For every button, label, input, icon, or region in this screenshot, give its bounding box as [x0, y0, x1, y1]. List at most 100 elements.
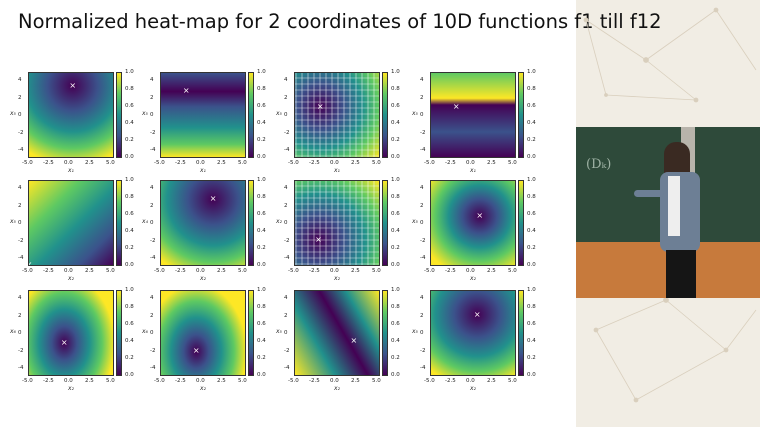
- colorbar-tick: 0.6: [527, 211, 536, 217]
- colorbar-tick: 1.0: [391, 177, 400, 183]
- x-tick: -5.0: [154, 378, 165, 384]
- y-axis-label: x₅: [10, 110, 16, 117]
- x-axis-label: x₂: [200, 385, 206, 392]
- colorbar-tick: 0.8: [125, 86, 134, 92]
- board-writing: (Dₖ): [586, 157, 612, 172]
- colorbar: [116, 290, 122, 376]
- minimum-marker: ×: [476, 211, 484, 221]
- x-axis-label: x₂: [200, 275, 206, 282]
- y-tick: 0: [150, 330, 154, 336]
- x-tick: -5.0: [424, 268, 435, 274]
- x-tick: 5.0: [106, 160, 115, 166]
- heatmap-panel-f7: × 4 2 0 -2 -4 -5.0 -2.5 0.0 2.5 5.0 1.0 0.8 0.6 0.4 0.…: [274, 177, 414, 290]
- x-tick: -5.0: [424, 160, 435, 166]
- x-axis-label: x₁: [470, 167, 476, 174]
- x-tick: -2.5: [309, 268, 320, 274]
- x-axis-label: x₁: [68, 167, 74, 174]
- y-tick: -4: [18, 365, 24, 371]
- colorbar-tick: 1.0: [125, 177, 134, 183]
- y-axis-label: x₅: [276, 110, 282, 117]
- y-tick: 4: [420, 295, 424, 301]
- colorbar-tick: 0.4: [391, 228, 400, 234]
- y-axis-label: x₅: [412, 328, 418, 335]
- x-tick: -5.0: [154, 160, 165, 166]
- y-tick: -4: [18, 147, 24, 153]
- x-tick: 0.0: [64, 378, 73, 384]
- x-tick: 0.0: [196, 268, 205, 274]
- colorbar-tick: 1.0: [125, 287, 134, 293]
- heatmap-panel-f12: × 4 2 0 -2 -4 -5.0 -2.5 0.0 2.5 5.0 1.0 0.8 0.6 0.4 0.…: [410, 287, 550, 400]
- x-tick: -2.5: [445, 268, 456, 274]
- y-tick: -2: [150, 237, 156, 244]
- y-tick: 2: [420, 312, 424, 319]
- colorbar-tick: 0.8: [257, 304, 266, 310]
- x-tick: 2.5: [487, 378, 496, 384]
- minimum-marker: ×: [192, 346, 200, 356]
- x-axis-label: x₂: [334, 275, 340, 282]
- colorbar-tick: 0.8: [391, 194, 400, 200]
- colorbar-tick: 0.0: [257, 262, 266, 268]
- colorbar-tick: 0.6: [527, 103, 536, 109]
- y-axis-label: x₅: [412, 218, 418, 225]
- y-tick: -4: [150, 255, 156, 261]
- y-tick: 2: [150, 94, 154, 101]
- colorbar: [518, 72, 524, 158]
- x-tick: 0.0: [466, 268, 475, 274]
- colorbar-tick: 0.4: [125, 120, 134, 126]
- y-tick: 0: [284, 112, 288, 118]
- y-tick: -4: [420, 365, 426, 371]
- y-tick: 0: [284, 330, 288, 336]
- x-tick: 0.0: [196, 378, 205, 384]
- x-tick: 5.0: [106, 378, 115, 384]
- y-tick: -2: [284, 347, 290, 354]
- colorbar-tick: 0.4: [257, 228, 266, 234]
- colorbar-tick: 0.2: [527, 137, 536, 143]
- colorbar: [248, 290, 254, 376]
- y-axis-label: x₅: [142, 110, 148, 117]
- x-axis-label: x₂: [68, 275, 74, 282]
- x-tick: 5.0: [238, 160, 247, 166]
- x-tick: -2.5: [309, 378, 320, 384]
- y-tick: -4: [150, 147, 156, 153]
- colorbar-tick: 0.4: [391, 120, 400, 126]
- colorbar-tick: 0.2: [125, 355, 134, 361]
- colorbar: [382, 72, 388, 158]
- colorbar-tick: 0.6: [125, 103, 134, 109]
- colorbar-tick: 0.8: [125, 194, 134, 200]
- colorbar-tick: 0.2: [391, 355, 400, 361]
- heatmap: ×: [28, 180, 114, 266]
- colorbar-tick: 0.2: [527, 355, 536, 361]
- x-tick: 2.5: [217, 268, 226, 274]
- y-tick: 2: [18, 202, 22, 209]
- x-tick: -2.5: [175, 378, 186, 384]
- y-tick: 4: [420, 185, 424, 191]
- colorbar-tick: 1.0: [527, 287, 536, 293]
- colorbar: [382, 290, 388, 376]
- x-tick: 2.5: [217, 378, 226, 384]
- heatmap-panel-f9: × 4 2 0 -2 -4 -5.0 -2.5 0.0 2.5 5.0 1.0 0.8 0.6 0.4 0.…: [8, 287, 148, 400]
- y-tick: 2: [420, 94, 424, 101]
- y-tick: -4: [150, 365, 156, 371]
- colorbar-tick: 0.0: [125, 154, 134, 160]
- x-tick: -5.0: [22, 378, 33, 384]
- heatmap-panel-f10: × 4 2 0 -2 -4 -5.0 -2.5 0.0 2.5 5.0 1.0 0.8 0.6 0.4 0.…: [140, 287, 280, 400]
- heatmap: ×: [160, 72, 246, 158]
- y-tick: 4: [18, 185, 22, 191]
- colorbar: [382, 180, 388, 266]
- x-tick: 5.0: [372, 160, 381, 166]
- x-axis-label: x₁: [200, 167, 206, 174]
- y-tick: 0: [18, 220, 22, 226]
- colorbar-tick: 0.2: [257, 355, 266, 361]
- minimum-marker: ×: [315, 234, 322, 244]
- x-tick: 2.5: [351, 268, 360, 274]
- y-tick: 4: [18, 77, 22, 83]
- colorbar-tick: 1.0: [257, 177, 266, 183]
- minimum-marker: ×: [182, 86, 190, 96]
- y-tick: 0: [420, 220, 424, 226]
- heatmap: ×: [430, 290, 516, 376]
- x-tick: -5.0: [154, 268, 165, 274]
- heatmap-panel-f11: × 4 2 0 -2 -4 -5.0 -2.5 0.0 2.5 5.0 1.0 0.8 0.6 0.4 0.…: [274, 287, 414, 400]
- x-tick: -2.5: [43, 378, 54, 384]
- colorbar-tick: 0.2: [391, 137, 400, 143]
- x-tick: 5.0: [508, 268, 517, 274]
